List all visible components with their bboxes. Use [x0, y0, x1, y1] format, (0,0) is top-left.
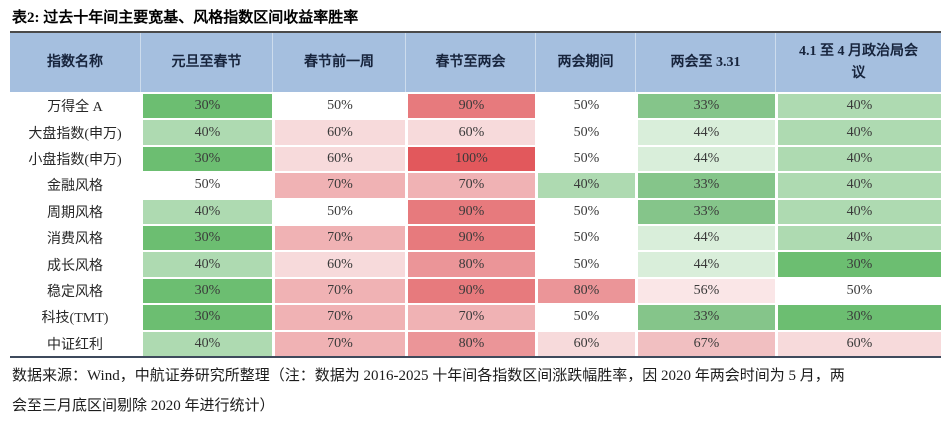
value-cell: 60% [272, 250, 405, 277]
row-label: 消费风格 [10, 223, 140, 251]
value-cell: 30% [140, 223, 272, 251]
value-cell: 40% [535, 171, 635, 198]
value-cell: 50% [535, 197, 635, 224]
value-cell: 50% [535, 303, 635, 330]
value-cell: 70% [272, 223, 405, 251]
value-cell: 70% [272, 276, 405, 304]
value-cell: 33% [635, 92, 775, 119]
value-cell: 80% [405, 250, 535, 277]
row-label: 大盘指数(申万) [10, 118, 140, 145]
table-row: 金融风格 50% 70% 70% 40% 33% 40% [10, 171, 941, 198]
value-cell: 40% [775, 197, 941, 224]
value-cell: 90% [405, 92, 535, 119]
value-cell: 33% [635, 303, 775, 330]
value-cell: 50% [535, 118, 635, 145]
value-cell: 70% [272, 303, 405, 330]
value-cell: 40% [140, 250, 272, 277]
value-cell: 44% [635, 144, 775, 172]
value-cell: 40% [775, 223, 941, 251]
row-label: 中证红利 [10, 329, 140, 356]
win-rate-table: 指数名称 元旦至春节 春节前一周 春节至两会 两会期间 两会至 3.31 4.1 至 4 月… [10, 31, 941, 358]
value-cell: 70% [405, 303, 535, 330]
table-header-row: 指数名称 元旦至春节 春节前一周 春节至两会 两会期间 两会至 3.31 4.1 至 4 月… [10, 33, 941, 92]
value-cell: 50% [775, 276, 941, 304]
header-cell-2: 春节前一周 [272, 33, 405, 92]
value-cell: 30% [775, 250, 941, 277]
table-row: 周期风格 40% 50% 90% 50% 33% 40% [10, 197, 941, 224]
footnote-line-2: 会至三月底区间剔除 2020 年进行统计） [12, 398, 275, 414]
value-cell: 30% [140, 144, 272, 172]
value-cell: 80% [405, 329, 535, 356]
value-cell: 70% [272, 329, 405, 356]
row-label: 金融风格 [10, 171, 140, 198]
value-cell: 30% [775, 303, 941, 330]
value-cell: 44% [635, 223, 775, 251]
value-cell: 40% [140, 197, 272, 224]
value-cell: 40% [775, 118, 941, 145]
value-cell: 40% [775, 144, 941, 172]
table-row: 科技(TMT) 30% 70% 70% 50% 33% 30% [10, 303, 941, 330]
value-cell: 40% [775, 92, 941, 119]
table-title: 表2: 过去十年间主要宽基、风格指数区间收益率胜率 [12, 10, 359, 26]
value-cell: 40% [775, 171, 941, 198]
row-label: 万得全 A [10, 92, 140, 119]
value-cell: 50% [272, 197, 405, 224]
value-cell: 50% [140, 171, 272, 198]
table-body: 万得全 A 30% 50% 90% 50% 33% 40% 大盘指数(申万) 40% 60% 60%… [10, 92, 941, 356]
header-cell-0: 指数名称 [47, 54, 103, 70]
value-cell: 90% [405, 223, 535, 251]
value-cell: 30% [140, 92, 272, 119]
value-cell: 90% [405, 197, 535, 224]
value-cell: 60% [535, 329, 635, 356]
value-cell: 44% [635, 118, 775, 145]
footnote-line-1: 数据来源：Wind，中航证券研究所整理（注：数据为 2016-2025 十年间各… [12, 368, 845, 384]
value-cell: 50% [535, 144, 635, 172]
value-cell: 60% [272, 118, 405, 145]
value-cell: 80% [535, 276, 635, 304]
value-cell: 60% [272, 144, 405, 172]
value-cell: 30% [140, 303, 272, 330]
row-label: 成长风格 [10, 250, 140, 277]
table-row: 大盘指数(申万) 40% 60% 60% 50% 44% 40% [10, 118, 941, 145]
value-cell: 40% [140, 329, 272, 356]
value-cell: 50% [272, 92, 405, 119]
footnote: 数据来源：Wind，中航证券研究所整理（注：数据为 2016-2025 十年间各… [12, 361, 942, 421]
row-label: 周期风格 [10, 197, 140, 224]
value-cell: 70% [272, 171, 405, 198]
value-cell: 56% [635, 276, 775, 304]
table-row: 稳定风格 30% 70% 90% 80% 56% 50% [10, 276, 941, 304]
value-cell: 50% [535, 223, 635, 251]
row-label: 稳定风格 [10, 276, 140, 304]
value-cell: 60% [405, 118, 535, 145]
header-cell-1: 元旦至春节 [140, 33, 272, 92]
value-cell: 90% [405, 276, 535, 304]
value-cell: 33% [635, 197, 775, 224]
value-cell: 50% [535, 92, 635, 119]
value-cell: 60% [775, 329, 941, 356]
header-cell-3: 春节至两会 [405, 33, 535, 92]
table-row: 中证红利 40% 70% 80% 60% 67% 60% [10, 329, 941, 356]
table-row: 万得全 A 30% 50% 90% 50% 33% 40% [10, 92, 941, 119]
header-cell-4: 两会期间 [535, 33, 635, 92]
value-cell: 100% [405, 144, 535, 172]
value-cell: 33% [635, 171, 775, 198]
table-row: 小盘指数(申万) 30% 60% 100% 50% 44% 40% [10, 144, 941, 172]
header-cell-6: 4.1 至 4 月政治局会议 [775, 33, 941, 92]
value-cell: 30% [140, 276, 272, 304]
header-cell-5: 两会至 3.31 [635, 33, 775, 92]
value-cell: 44% [635, 250, 775, 277]
value-cell: 50% [535, 250, 635, 277]
row-label: 小盘指数(申万) [10, 144, 140, 172]
value-cell: 40% [140, 118, 272, 145]
table-row: 消费风格 30% 70% 90% 50% 44% 40% [10, 223, 941, 251]
value-cell: 70% [405, 171, 535, 198]
row-label: 科技(TMT) [10, 303, 140, 330]
table-row: 成长风格 40% 60% 80% 50% 44% 30% [10, 250, 941, 277]
value-cell: 67% [635, 329, 775, 356]
